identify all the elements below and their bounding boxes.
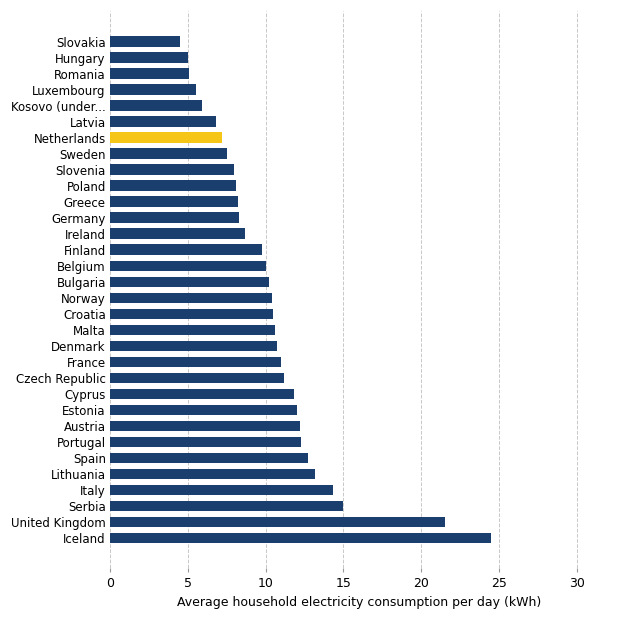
Bar [110,469,316,479]
Bar [110,404,297,415]
Bar [110,373,284,383]
Bar [110,68,189,79]
Bar [110,436,301,447]
Bar [110,309,274,319]
Bar [110,277,269,287]
Bar [110,37,180,47]
Bar [110,500,344,511]
Bar [110,100,202,111]
Bar [110,420,300,431]
Bar [110,260,266,271]
Bar [110,180,236,191]
X-axis label: Average household electricity consumption per day (kWh): Average household electricity consumptio… [177,596,541,609]
Bar [110,213,239,223]
Bar [110,197,238,207]
Bar [110,229,245,239]
Bar [110,133,222,143]
Bar [110,84,196,95]
Bar [110,117,216,127]
Bar [110,516,444,527]
Bar [110,164,235,175]
Bar [110,53,188,63]
Bar [110,148,227,159]
Bar [110,244,262,255]
Bar [110,533,491,543]
Bar [110,453,308,463]
Bar [110,340,277,351]
Bar [110,389,293,399]
Bar [110,485,332,495]
Bar [110,293,272,303]
Bar [110,324,275,335]
Bar [110,356,281,367]
